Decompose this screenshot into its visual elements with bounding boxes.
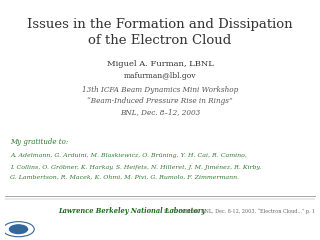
Text: G. Lambertson, R. Macek, K. Ohmi, M. Pivi, G. Rumolo, F. Zimmermann.: G. Lambertson, R. Macek, K. Ohmi, M. Piv…: [10, 175, 239, 180]
Circle shape: [10, 225, 28, 234]
Text: mafurman@lbl.gov: mafurman@lbl.gov: [124, 72, 196, 80]
Text: My gratitude to:: My gratitude to:: [10, 138, 68, 146]
Text: M. A. Furman, BNL, Dec. 8-12, 2003, “Electron Cloud...” p. 1: M. A. Furman, BNL, Dec. 8-12, 2003, “Ele…: [164, 209, 315, 214]
Text: Lawrence Berkeley National Laboratory: Lawrence Berkeley National Laboratory: [58, 207, 205, 215]
Text: A. Adelmann, G. Arduini, M. Blaskiewicz, O. Brüning, Y. H. Cai, R. Camino,: A. Adelmann, G. Arduini, M. Blaskiewicz,…: [10, 153, 247, 158]
Text: Miguel A. Furman, LBNL: Miguel A. Furman, LBNL: [107, 60, 213, 68]
Text: of the Electron Cloud: of the Electron Cloud: [88, 34, 232, 47]
Text: BNL, Dec. 8–12, 2003: BNL, Dec. 8–12, 2003: [120, 108, 200, 116]
Text: “Beam-Induced Pressure Rise in Rings”: “Beam-Induced Pressure Rise in Rings”: [87, 97, 233, 105]
Text: Issues in the Formation and Dissipation: Issues in the Formation and Dissipation: [27, 18, 293, 31]
Text: 13th ICFA Beam Dynamics Mini Workshop: 13th ICFA Beam Dynamics Mini Workshop: [82, 86, 238, 94]
Text: I. Collins, O. Gröbner, K. Harkay, S. Heifets, N. Hilleret, J. M. Jiménez, R. Ki: I. Collins, O. Gröbner, K. Harkay, S. He…: [10, 164, 261, 169]
